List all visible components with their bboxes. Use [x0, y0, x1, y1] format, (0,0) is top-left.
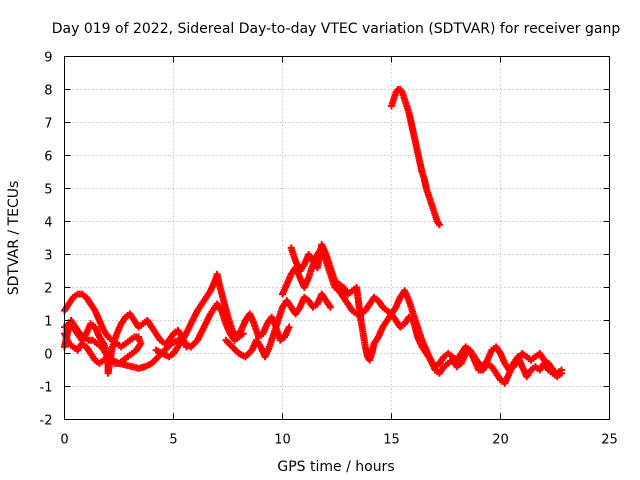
- data-point: [558, 366, 566, 374]
- series-track-8: [388, 86, 443, 229]
- y-tick-label: 1: [44, 315, 52, 330]
- y-tick-label: 3: [44, 249, 52, 264]
- x-tick-label: 20: [492, 433, 509, 448]
- plot-frame: [64, 56, 610, 420]
- series-track-5: [222, 290, 334, 361]
- data-series: [61, 86, 566, 387]
- y-tick-label: 2: [44, 282, 52, 297]
- y-tick-label: 7: [44, 117, 52, 132]
- y-tick-label: 5: [44, 183, 52, 198]
- y-tick-label: 0: [44, 348, 52, 363]
- series-track-6: [279, 244, 566, 387]
- data-point: [435, 221, 443, 229]
- x-tick-label: 5: [169, 433, 177, 448]
- series-track-7: [287, 241, 566, 377]
- y-tick-label: -2: [40, 414, 53, 429]
- y-tick-label: 4: [44, 216, 52, 231]
- x-tick-label: 15: [383, 433, 400, 448]
- axis-ticks: 0 5 10 15 20 25 -2 -1 0 1 2 3 4 5 6 7 8 9: [40, 51, 618, 448]
- y-tick-label: 9: [44, 51, 52, 66]
- x-tick-label: 0: [60, 433, 68, 448]
- x-tick-label: 10: [274, 433, 291, 448]
- data-point: [285, 323, 293, 331]
- x-axis-label: GPS time / hours: [277, 459, 394, 475]
- y-tick-label: 6: [44, 150, 52, 165]
- y-axis-label: SDTVAR / TECUs: [6, 181, 22, 296]
- x-tick-label: 25: [601, 433, 618, 448]
- y-tick-label: 8: [44, 84, 52, 99]
- series-track-4: [152, 270, 293, 361]
- chart-title: Day 019 of 2022, Sidereal Day-to-day VTE…: [52, 21, 621, 37]
- data-point: [326, 303, 334, 311]
- y-tick-label: -1: [40, 381, 53, 396]
